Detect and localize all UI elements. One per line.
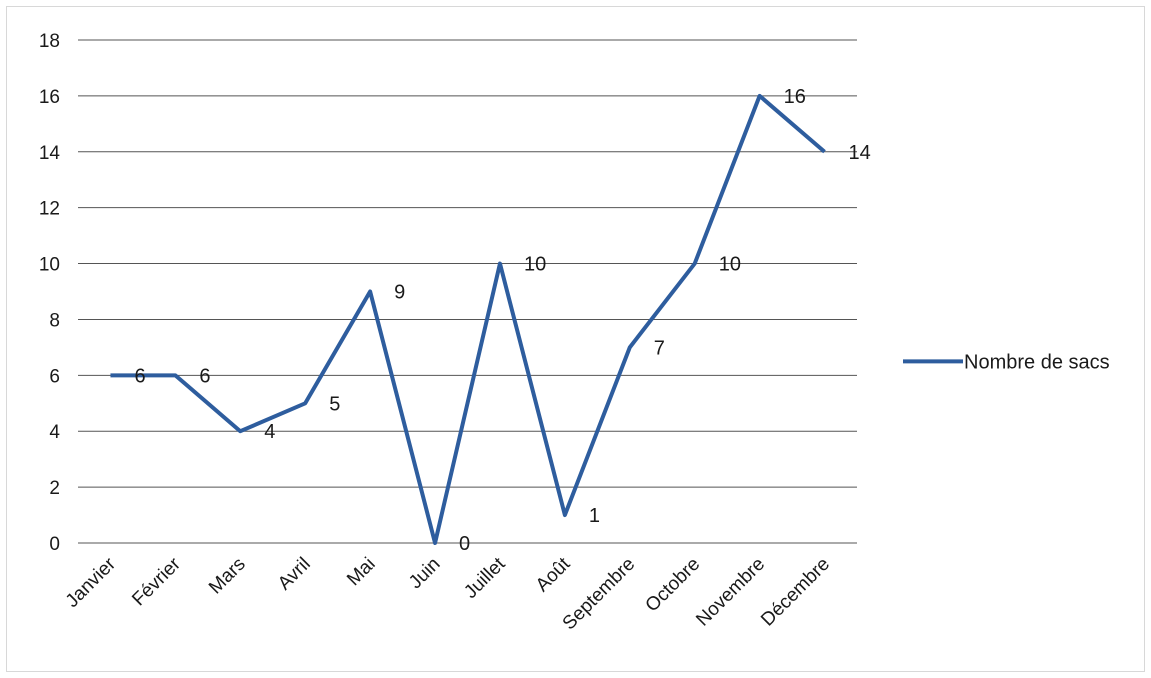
- data-label: 10: [719, 254, 741, 276]
- x-tick-label: Juillet: [460, 553, 510, 603]
- data-label: 10: [524, 254, 546, 276]
- x-axis: Janvier Février Mars Avril Mai Juin Juillet Aoû…: [62, 542, 857, 634]
- y-tick-label: 2: [49, 478, 60, 499]
- gridlines: [78, 39, 857, 544]
- series-line: [110, 93, 826, 545]
- x-tick-label: Mai: [343, 554, 380, 591]
- data-label: 1: [589, 505, 600, 527]
- y-tick-label: 16: [39, 87, 60, 108]
- x-tick-label: Novembre: [692, 554, 769, 631]
- data-label: 4: [264, 421, 275, 443]
- y-axis: 0 2 4 6 8 10 12 14 16 18: [39, 31, 61, 555]
- y-tick-label: 18: [39, 31, 60, 52]
- data-labels: 6 6 4 5 9 0 10 1 7 10 16 14: [134, 86, 870, 555]
- x-tick-label: Août: [532, 553, 575, 596]
- data-label: 9: [394, 282, 405, 304]
- series-group: [110, 93, 826, 545]
- legend-label: Nombre de sacs: [964, 351, 1110, 373]
- x-tick-label: Octobre: [642, 554, 705, 617]
- x-tick-label: Février: [128, 553, 185, 610]
- data-label: 16: [784, 86, 806, 108]
- x-tick-label: Avril: [274, 554, 315, 595]
- x-tick-label: Janvier: [62, 553, 121, 612]
- y-tick-label: 10: [39, 255, 60, 276]
- y-tick-label: 6: [49, 366, 60, 387]
- y-tick-label: 0: [49, 534, 60, 555]
- y-tick-label: 14: [39, 143, 61, 164]
- data-label: 7: [654, 337, 665, 359]
- chart-frame: [6, 6, 1145, 672]
- legend: Nombre de sacs: [903, 351, 1110, 373]
- x-tick-label: Juin: [405, 554, 444, 593]
- data-label: 0: [459, 533, 470, 555]
- x-tick-label: Décembre: [757, 554, 834, 631]
- x-tick-label: Mars: [205, 554, 250, 599]
- y-tick-label: 12: [39, 199, 60, 220]
- data-label: 14: [849, 142, 871, 164]
- data-label: 6: [199, 365, 210, 387]
- data-label: 5: [329, 393, 340, 415]
- y-tick-label: 8: [49, 310, 60, 331]
- data-label: 6: [134, 365, 145, 387]
- y-tick-label: 4: [49, 422, 60, 443]
